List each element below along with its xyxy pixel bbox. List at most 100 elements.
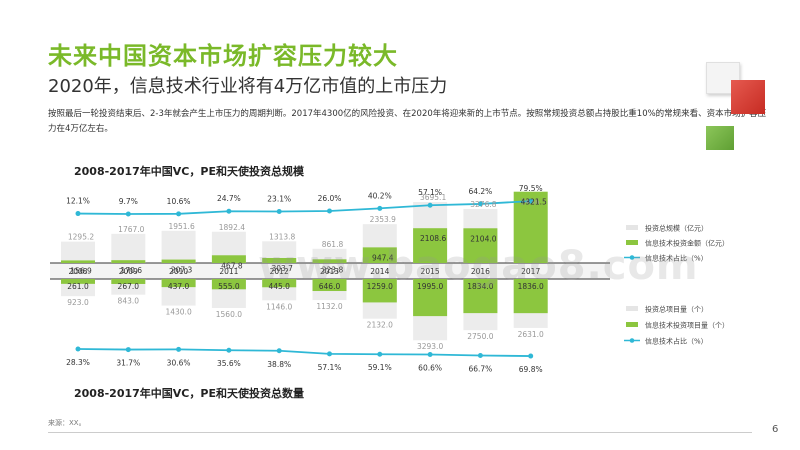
bar-layer <box>50 191 610 341</box>
percent-label-bottom: 31.7% <box>116 359 140 368</box>
percent-label-top: 12.1% <box>66 197 90 206</box>
percent-label-bottom: 38.8% <box>267 360 291 369</box>
percent-label-bottom: 66.7% <box>468 365 492 374</box>
bar-top-it <box>463 228 498 263</box>
data-label-bottom-total: 843.0 <box>118 297 140 306</box>
data-label-top-it: 947.4 <box>372 253 394 262</box>
bottom-percent-point <box>176 346 182 352</box>
bar-top-it <box>61 260 95 263</box>
percent-label-bottom: 59.1% <box>368 363 392 372</box>
data-label-top-total: 1892.4 <box>219 223 245 232</box>
data-label-bottom-total: 1560.0 <box>216 310 242 319</box>
page-number: 6 <box>772 424 779 435</box>
data-label-bottom-it: 555.0 <box>218 282 240 291</box>
chart-title-bottom: 2008-2017年中国VC，PE和天使投资总数量 <box>74 387 304 400</box>
footer-divider <box>48 432 752 433</box>
bar-top-total <box>161 230 196 263</box>
description-text: 按照最后一轮投资结束后、2-3年就会产生上市压力的周期判断。2017年4300亿… <box>48 109 767 134</box>
bottom-percent-point <box>327 351 332 357</box>
bar-top-it <box>262 257 297 263</box>
bar-bottom-it <box>513 279 548 314</box>
bar-top-it <box>161 259 196 263</box>
data-label-top-total: 3695.1 <box>420 193 446 202</box>
legend-bottom-total-label: 投资总项目量（个） <box>645 305 708 314</box>
bottom-percent-point <box>75 346 81 352</box>
bar-bottom-it <box>262 279 297 288</box>
top-percent-point <box>176 211 182 217</box>
bar-top-it <box>413 228 448 263</box>
data-label-top-it: 4321.5 <box>521 198 547 207</box>
data-label-bottom-total: 923.0 <box>67 298 89 307</box>
data-label-bottom-it: 445.0 <box>268 282 290 291</box>
data-label-bottom-it: 437.0 <box>168 282 190 291</box>
percent-label-bottom: 30.6% <box>167 358 191 367</box>
data-label-bottom-it: 1834.0 <box>467 282 493 291</box>
category-label: 2008 <box>68 267 87 276</box>
legend-bottom-it-swatch <box>626 322 638 327</box>
bar-top-it <box>312 259 347 263</box>
bar-bottom-it <box>211 279 246 290</box>
line-layer <box>75 198 534 359</box>
bottom-percent-point <box>377 351 383 357</box>
legend-layer: 投资总规模（亿元） 信息技术投资金额（亿元） 信息技术占比（%） 投资总项目量（个） 信… <box>624 224 729 346</box>
page-title: 未来中国资本市场扩容压力较大 <box>48 42 398 70</box>
category-label: 2017 <box>521 267 540 276</box>
data-label-bottom-it: 1995.0 <box>417 282 443 291</box>
data-label-top-it: 170.6 <box>121 266 143 275</box>
data-label-bottom-total: 1146.0 <box>266 302 292 311</box>
data-label-bottom-total: 2750.0 <box>467 332 493 341</box>
data-label-bottom-it: 1836.0 <box>518 282 544 291</box>
legend-bottom-it-label: 信息技术投资项目量（个） <box>645 321 729 330</box>
data-label-top-it: 207.3 <box>171 266 193 275</box>
data-label-top-total: 3276.8 <box>470 200 496 209</box>
percent-label-top: 24.7% <box>217 194 241 203</box>
percent-label-top: 57.1% <box>418 188 442 197</box>
percent-label-bottom: 57.1% <box>318 363 342 372</box>
percent-label-bottom: 60.6% <box>418 363 442 372</box>
legend-bottom-percent-label: 信息技术占比（%） <box>645 337 708 346</box>
percent-label-top: 23.1% <box>267 195 291 204</box>
bar-bottom-it <box>161 279 196 288</box>
bar-bottom-it <box>362 279 397 303</box>
data-label-bottom-it: 261.0 <box>67 282 89 291</box>
bottom-percent-point <box>477 353 483 359</box>
data-label-top-total: 3436.5 <box>521 197 547 206</box>
percent-label-bottom: 35.6% <box>217 359 241 368</box>
data-label-bottom-total: 2132.0 <box>367 321 393 330</box>
data-label-top-total: 1295.2 <box>68 233 94 242</box>
category-label: 2016 <box>471 267 490 276</box>
label-layer: 1295.2 156.9 1767.0 170.6 1951.6 207.3 1892.4 4… <box>66 184 547 374</box>
category-label: 2011 <box>219 267 238 276</box>
category-label: 2015 <box>421 267 440 276</box>
bottom-percent-point <box>276 348 282 354</box>
source-note: 来源：XX。 <box>48 419 86 427</box>
bar-top-total <box>111 233 146 263</box>
legend-top-total-label: 投资总规模（亿元） <box>645 224 708 233</box>
data-label-top-total: 1313.8 <box>269 232 295 241</box>
top-percent-point <box>477 201 483 207</box>
page-subtitle: 2020年，信息技术行业将有4万亿市值的上市压力 <box>48 76 448 97</box>
top-percent-point <box>427 202 433 208</box>
data-label-top-it: 223.8 <box>322 265 344 274</box>
data-label-bottom-it: 267.0 <box>118 282 140 291</box>
data-label-bottom-total: 1132.0 <box>316 302 342 311</box>
percent-label-top: 64.2% <box>468 187 492 196</box>
data-label-top-it: 156.9 <box>70 266 92 275</box>
data-label-top-it: 467.8 <box>221 261 243 270</box>
data-label-bottom-it: 646.0 <box>319 282 341 291</box>
top-percent-line <box>77 200 531 215</box>
category-band <box>50 263 610 279</box>
legend-top-total-swatch <box>626 225 638 230</box>
percent-label-top: 10.6% <box>167 197 191 206</box>
percent-label-top: 9.7% <box>119 197 138 206</box>
percent-label-top: 79.5% <box>519 184 543 193</box>
legend-top-it-swatch <box>626 240 638 245</box>
data-label-top-total: 1951.6 <box>168 222 194 231</box>
bar-bottom-it <box>463 279 498 314</box>
data-label-top-it: 303.7 <box>271 264 293 273</box>
category-label: 2012 <box>270 267 289 276</box>
legend-top-percent-swatch-dot <box>629 255 635 260</box>
data-label-bottom-total: 1430.0 <box>165 308 191 317</box>
data-label-top-total: 861.8 <box>322 240 344 249</box>
legend-top-percent-label: 信息技术占比（%） <box>645 254 708 263</box>
